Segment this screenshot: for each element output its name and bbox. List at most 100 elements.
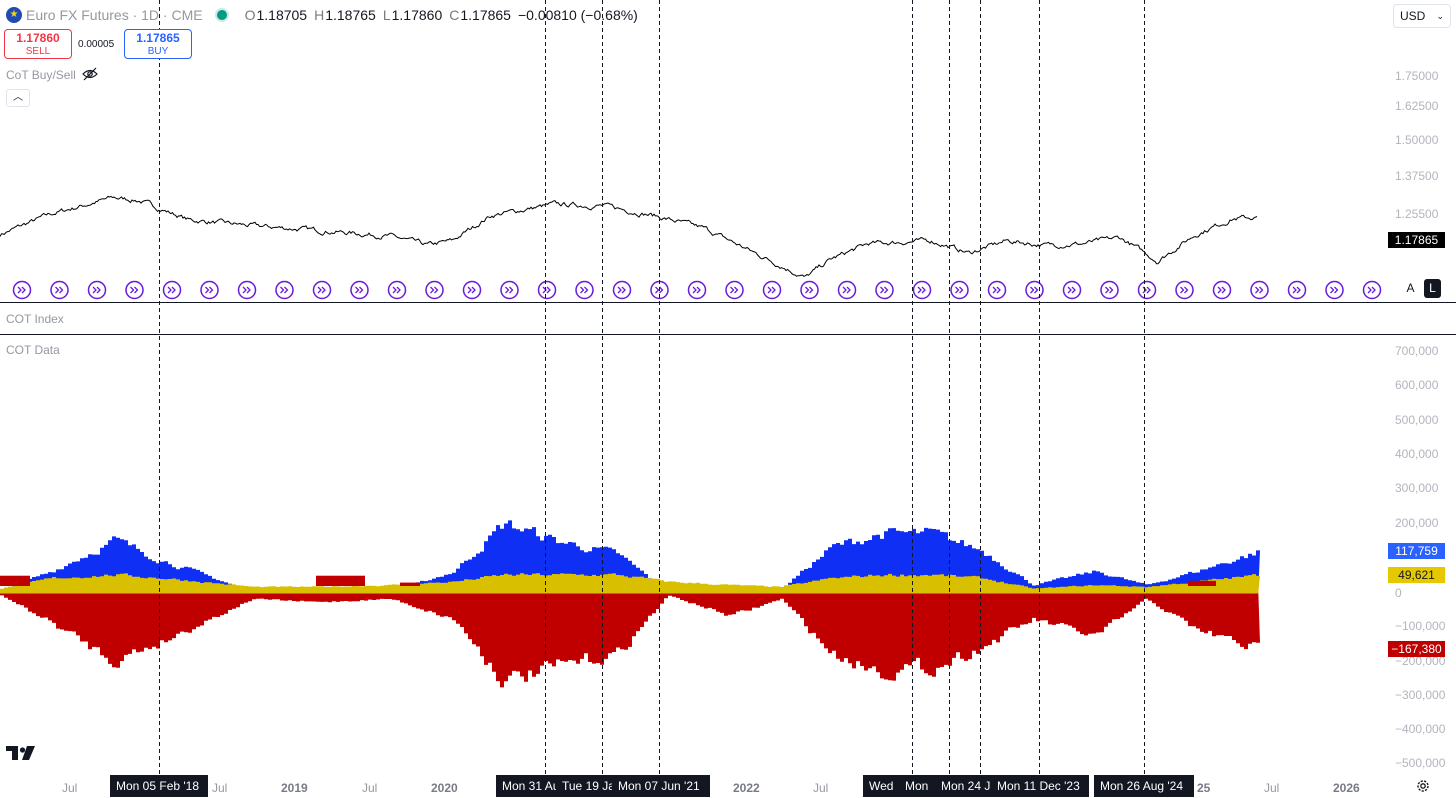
signal-arrow-ring [1175, 280, 1194, 300]
cot-axis-tick: −100,000 [1395, 619, 1446, 633]
signal-arrow-ring [875, 280, 894, 300]
signal-arrow-chevrons [467, 286, 476, 294]
auto-scale-button[interactable]: A [1402, 279, 1419, 298]
signal-arrow-icon [575, 280, 594, 300]
buy-button[interactable]: 1.17865 BUY [124, 29, 192, 59]
signal-arrow-ring [762, 280, 782, 300]
signal-arrow-ring [350, 280, 369, 300]
euro-flag-icon: ★ [6, 7, 22, 23]
signal-arrow-chevrons [505, 286, 514, 294]
ohlc-key: L [382, 7, 391, 23]
signal-arrow-icon [1250, 280, 1269, 300]
signal-arrow-icon [1175, 280, 1194, 300]
signal-arrow-icon [762, 280, 782, 300]
signal-arrow-icon [237, 280, 257, 300]
signal-arrow-ring [312, 280, 332, 300]
symbol-title[interactable]: Euro FX Futures · 1D · CME [26, 7, 203, 23]
time-axis-label: 2026 [1333, 781, 1360, 795]
crosshair-date-label: Mon 05 Feb '18 [110, 775, 208, 797]
time-axis-label: 2020 [431, 781, 458, 795]
currency-select[interactable]: USD ⌄ [1393, 4, 1451, 28]
signal-arrow-chevrons [1180, 286, 1189, 294]
commercials-short-tag: −167,380 [1388, 641, 1445, 657]
signal-arrow-icon [1287, 280, 1307, 300]
signal-arrow-ring [200, 280, 219, 300]
signal-arrow-icon [162, 280, 182, 300]
signal-arrow-chevrons [55, 286, 64, 294]
net-bars [400, 582, 420, 586]
signal-arrow-chevrons [1105, 286, 1114, 294]
signal-arrow-icon [687, 280, 707, 300]
signal-arrow-chevrons [205, 286, 214, 294]
signal-arrow-chevrons [1330, 286, 1339, 294]
signal-arrow-chevrons [1292, 286, 1301, 294]
signal-arrow-chevrons [1217, 286, 1226, 294]
buy-price: 1.17865 [136, 31, 180, 45]
signal-arrow-icon [537, 280, 557, 300]
cot-data-label[interactable]: COT Data [6, 343, 60, 357]
time-axis-label: Jul [813, 781, 829, 795]
cot-axis-tick: −300,000 [1395, 688, 1446, 702]
signal-arrow-icon [1362, 280, 1382, 300]
sell-button[interactable]: 1.17860 SELL [4, 29, 72, 59]
signal-arrow-icon [837, 280, 857, 300]
signal-arrow-icon [462, 280, 482, 300]
signal-arrow-ring [1062, 280, 1082, 300]
cot-axis-tick: −400,000 [1395, 722, 1446, 736]
price-axis-tick: 1.37500 [1395, 169, 1439, 183]
signal-arrow-icon [87, 280, 107, 300]
signal-arrow-icon [987, 280, 1007, 300]
signal-arrow-chevrons [92, 286, 101, 294]
signal-arrow-chevrons [167, 286, 176, 294]
price-series-line [0, 195, 1258, 277]
time-axis-label: 25 [1197, 781, 1211, 795]
signal-arrow-ring [237, 280, 257, 300]
signal-arrow-ring [1212, 280, 1232, 300]
cot-axis-tick: 300,000 [1395, 481, 1439, 495]
ohlc-key: C [449, 7, 460, 23]
signal-arrow-ring [1137, 280, 1157, 300]
open-interest-area [0, 573, 1260, 592]
cot-axis-tick: 500,000 [1395, 413, 1439, 427]
collapse-legend-button[interactable]: ︿ [6, 89, 30, 107]
crosshair-date-label: Mon [899, 775, 935, 797]
signal-arrow-chevrons [767, 286, 776, 294]
price-pane[interactable] [0, 195, 1258, 277]
signal-arrow-icon [1100, 280, 1119, 300]
time-axis-label: Jul [1264, 781, 1280, 795]
eye-hidden-icon[interactable] [82, 67, 98, 81]
signal-arrow-chevrons [392, 286, 401, 294]
signal-arrow-chevrons [617, 286, 626, 294]
buy-label: BUY [147, 46, 169, 57]
signal-arrow-chevrons [242, 286, 251, 294]
signal-arrow-icon [800, 280, 819, 300]
signal-icons [12, 280, 1382, 300]
crosshair-lines [159, 0, 1145, 776]
signal-arrow-icon [1212, 280, 1232, 300]
signal-arrow-icon [1325, 280, 1344, 300]
signal-arrow-icon [1062, 280, 1082, 300]
signal-arrow-icon [500, 280, 519, 300]
gear-icon[interactable] [1416, 779, 1430, 793]
time-axis-label: Jul [62, 781, 78, 795]
cot-axis-tick: 0 [1395, 586, 1402, 600]
signal-arrow-icon [912, 280, 932, 300]
price-axis-tick: 1.62500 [1395, 99, 1439, 113]
cot-axis-tick: 200,000 [1395, 516, 1439, 530]
tradingview-logo-icon[interactable] [6, 746, 36, 760]
cot-index-label[interactable]: COT Index [6, 312, 64, 326]
cot-axis-tick: 700,000 [1395, 344, 1439, 358]
signal-arrow-ring [1362, 280, 1382, 300]
crosshair-date-label: Tue 19 Ja [556, 775, 614, 797]
signal-arrow-chevrons [1067, 286, 1076, 294]
signal-arrow-icon [312, 280, 332, 300]
signal-arrow-ring [837, 280, 857, 300]
cot-pane[interactable] [0, 520, 1260, 688]
signal-arrow-chevrons [805, 286, 814, 294]
signal-arrow-ring [425, 280, 444, 300]
log-scale-button[interactable]: L [1424, 279, 1441, 298]
crosshair-date-label: Wed [863, 775, 899, 797]
cot-buysell-label[interactable]: CoT Buy/Sell [6, 68, 76, 82]
